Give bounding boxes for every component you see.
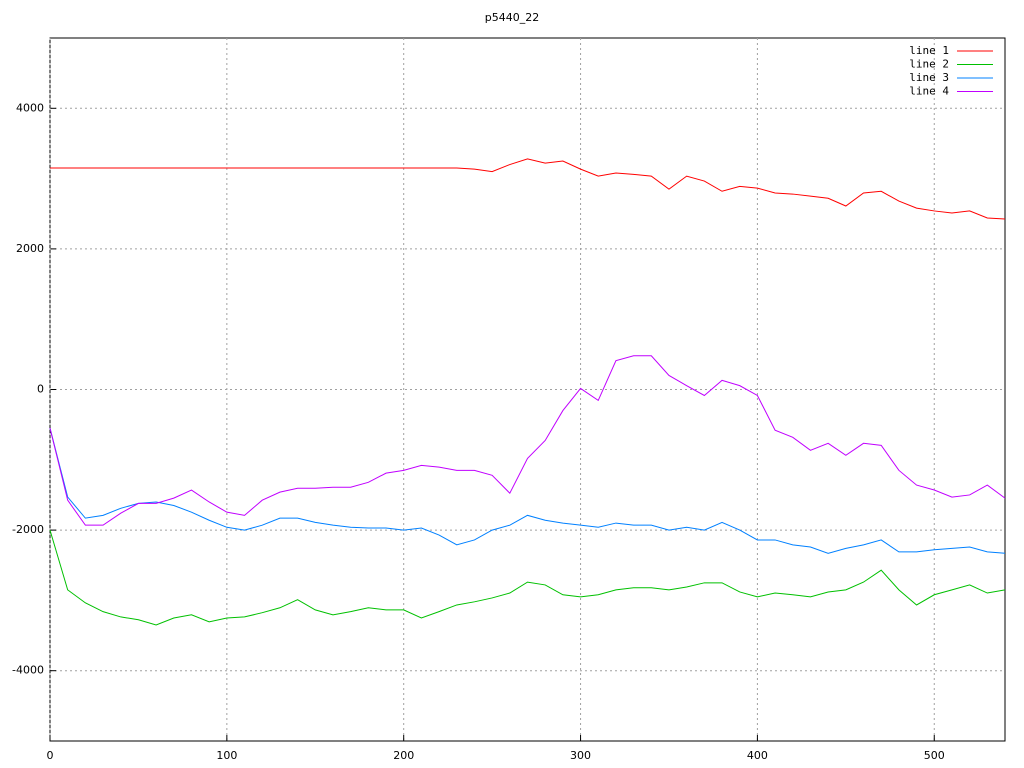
y-tick-label: -2000	[12, 523, 44, 536]
data-line	[49, 529, 1006, 626]
legend-label: line 1	[909, 44, 949, 57]
y-tick-label: 4000	[16, 101, 44, 114]
legend-label: line 2	[909, 58, 949, 71]
x-tick-label: 300	[570, 749, 591, 762]
legend-label: line 4	[909, 85, 949, 98]
x-tick-label: 200	[393, 749, 414, 762]
x-tick-label: 400	[747, 749, 768, 762]
x-tick-label: 0	[47, 749, 54, 762]
legend-label: line 3	[909, 71, 949, 84]
x-tick-label: 100	[216, 749, 237, 762]
data-line	[49, 428, 1006, 554]
y-tick-label: 0	[37, 383, 44, 396]
y-tick-label: -4000	[12, 664, 44, 677]
y-tick-label: 2000	[16, 242, 44, 255]
data-line	[49, 355, 1006, 526]
x-tick-label: 500	[924, 749, 945, 762]
data-line	[50, 158, 1006, 220]
chart-title: p5440_22	[485, 11, 539, 24]
